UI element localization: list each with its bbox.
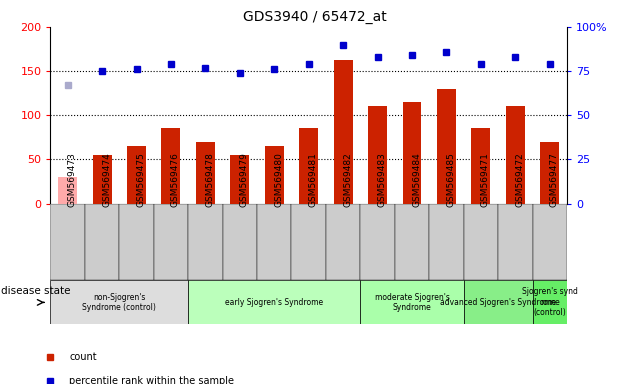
Text: advanced Sjogren's Syndrome: advanced Sjogren's Syndrome xyxy=(440,298,556,307)
Text: GSM569483: GSM569483 xyxy=(377,152,387,207)
Text: GSM569478: GSM569478 xyxy=(205,152,214,207)
Bar xyxy=(196,142,215,204)
Text: early Sjogren's Syndrome: early Sjogren's Syndrome xyxy=(225,298,323,307)
Text: GSM569480: GSM569480 xyxy=(274,152,284,207)
Bar xyxy=(326,204,360,280)
Bar xyxy=(161,128,180,204)
Bar xyxy=(265,146,284,204)
Bar xyxy=(334,60,353,204)
Text: count: count xyxy=(69,352,97,362)
Bar xyxy=(58,177,77,204)
Bar xyxy=(429,204,464,280)
Text: GSM569476: GSM569476 xyxy=(171,152,180,207)
Bar xyxy=(532,280,567,324)
Text: GSM569477: GSM569477 xyxy=(550,152,559,207)
Bar xyxy=(50,280,188,324)
Text: GSM569475: GSM569475 xyxy=(137,152,146,207)
Bar xyxy=(464,280,532,324)
Bar xyxy=(464,204,498,280)
Bar xyxy=(231,155,249,204)
Bar xyxy=(222,204,257,280)
Bar xyxy=(395,204,429,280)
Bar xyxy=(368,106,387,204)
Bar xyxy=(498,204,532,280)
Text: disease state: disease state xyxy=(1,286,70,296)
Bar xyxy=(292,204,326,280)
Bar xyxy=(50,204,85,280)
Text: GDS3940 / 65472_at: GDS3940 / 65472_at xyxy=(243,10,387,23)
Text: GSM569479: GSM569479 xyxy=(240,152,249,207)
Bar xyxy=(299,128,318,204)
Text: GSM569471: GSM569471 xyxy=(481,152,490,207)
Bar xyxy=(437,89,456,204)
Text: GSM569474: GSM569474 xyxy=(102,152,111,207)
Bar xyxy=(541,142,559,204)
Bar xyxy=(471,128,490,204)
Bar xyxy=(85,204,119,280)
Text: GSM569481: GSM569481 xyxy=(309,152,318,207)
Bar xyxy=(119,204,154,280)
Text: GSM569473: GSM569473 xyxy=(67,152,77,207)
Bar xyxy=(154,204,188,280)
Bar xyxy=(188,204,222,280)
Text: non-Sjogren's
Syndrome (control): non-Sjogren's Syndrome (control) xyxy=(83,293,156,312)
Bar xyxy=(257,204,292,280)
Text: moderate Sjogren's
Syndrome: moderate Sjogren's Syndrome xyxy=(375,293,449,312)
Bar xyxy=(532,204,567,280)
Bar xyxy=(93,155,112,204)
Text: GSM569482: GSM569482 xyxy=(343,152,352,207)
Text: GSM569485: GSM569485 xyxy=(447,152,455,207)
Bar xyxy=(360,280,464,324)
Text: Sjogren's synd
rome
(control): Sjogren's synd rome (control) xyxy=(522,288,578,317)
Bar xyxy=(188,280,360,324)
Text: GSM569484: GSM569484 xyxy=(412,152,421,207)
Bar xyxy=(127,146,146,204)
Text: GSM569472: GSM569472 xyxy=(515,152,524,207)
Text: percentile rank within the sample: percentile rank within the sample xyxy=(69,376,234,384)
Bar xyxy=(403,102,421,204)
Bar xyxy=(506,106,525,204)
Bar xyxy=(360,204,395,280)
